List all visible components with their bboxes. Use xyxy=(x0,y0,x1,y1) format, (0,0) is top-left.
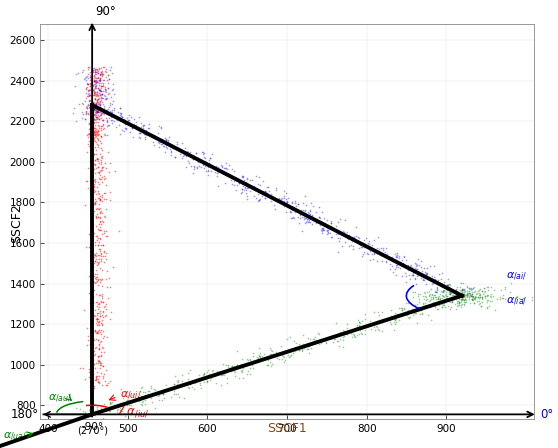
Text: SSCF2: SSCF2 xyxy=(10,203,23,242)
Text: 180°: 180° xyxy=(11,408,39,421)
Text: $\alpha_{/ua/}$: $\alpha_{/ua/}$ xyxy=(3,431,27,443)
Text: $\alpha_{/ui/}$: $\alpha_{/ui/}$ xyxy=(120,390,142,402)
Text: $\angle\alpha_{/iu/}$: $\angle\alpha_{/iu/}$ xyxy=(116,405,150,419)
Text: SSCF1: SSCF1 xyxy=(267,422,307,435)
Text: -90°: -90° xyxy=(81,422,103,432)
Text: $\alpha_{/au/}$: $\alpha_{/au/}$ xyxy=(48,393,73,405)
Text: (270°): (270°) xyxy=(76,426,108,435)
Text: 90°: 90° xyxy=(95,5,116,18)
Text: $\alpha_{/ia/}$: $\alpha_{/ia/}$ xyxy=(506,296,527,308)
Text: $\alpha_{/ai/}$: $\alpha_{/ai/}$ xyxy=(506,271,527,284)
Text: 0°: 0° xyxy=(540,408,553,421)
